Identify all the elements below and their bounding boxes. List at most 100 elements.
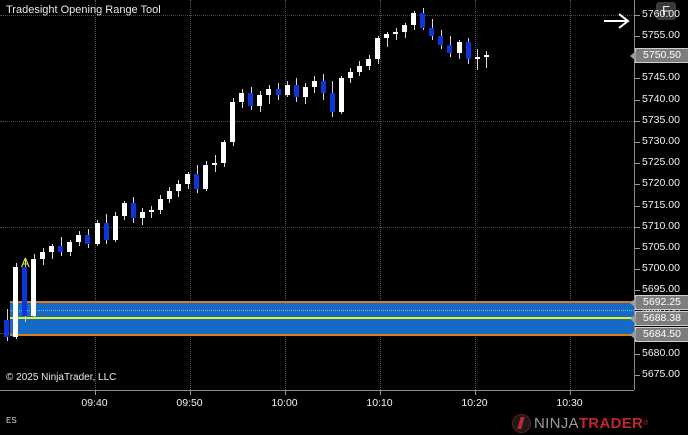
vertical-gridline	[569, 0, 571, 390]
candle-body-bearish	[420, 12, 426, 28]
candle-body-bearish	[130, 203, 136, 219]
candle-body-bullish	[366, 59, 371, 66]
candle-body-bullish	[230, 101, 236, 142]
candle-wick	[477, 48, 478, 70]
candle-body-bearish	[465, 42, 471, 60]
candle-body-bullish	[266, 89, 272, 96]
time-tick	[569, 391, 571, 395]
candle-body-bearish	[320, 80, 326, 94]
candle-wick	[486, 50, 487, 68]
candle-body-bullish	[221, 142, 227, 164]
price-tick	[635, 163, 640, 165]
logo-text-ninja: NINJA	[534, 414, 579, 432]
ninjatrader-mark-icon	[512, 413, 531, 433]
candle-wick	[215, 154, 216, 172]
price-axis[interactable]: F 5760.005755.005750.005745.005740.00573…	[630, 0, 688, 390]
price-marker-range-high: 5692.25	[630, 294, 688, 310]
opening-range-inner-dotted	[10, 310, 634, 312]
time-tick-label: 09:40	[81, 397, 108, 409]
candle-body-bearish	[329, 93, 335, 113]
price-tick	[635, 353, 640, 355]
fullscreen-button[interactable]: F	[656, 2, 676, 20]
candle-body-bullish	[338, 78, 344, 113]
candle-body-bullish	[76, 235, 82, 242]
price-tick	[635, 269, 640, 271]
candle-body-bullish	[31, 258, 37, 316]
candle-body-bullish	[284, 84, 290, 96]
price-tick	[635, 247, 640, 249]
price-tick	[635, 36, 640, 38]
candle-wick	[387, 31, 388, 47]
instrument-symbol: ES	[6, 416, 17, 425]
price-marker-range-mid: 5688.38	[630, 310, 688, 326]
price-tick-label: 5725.00	[642, 156, 680, 169]
price-tick-label: 5760.00	[642, 7, 680, 20]
candle-body-bullish	[148, 209, 154, 212]
vertical-gridline	[379, 0, 381, 390]
candle-wick	[396, 27, 397, 41]
price-tick-label: 5735.00	[642, 113, 680, 126]
vertical-gridline	[474, 0, 476, 390]
candle-body-bearish	[438, 36, 444, 45]
candle-body-bullish	[311, 80, 317, 87]
candle-body-bullish	[356, 65, 362, 73]
candle-body-bullish	[474, 57, 480, 60]
candle-body-bullish	[347, 72, 353, 79]
candle-body-bullish	[411, 12, 417, 26]
candle-body-bullish	[49, 245, 55, 253]
candle-body-bullish	[212, 163, 218, 166]
candle-body-bullish	[402, 25, 408, 32]
candle-body-bullish	[456, 42, 462, 53]
candle-body-bullish	[257, 95, 263, 106]
time-tick-label: 09:50	[176, 397, 203, 409]
candle-body-bearish	[85, 235, 91, 244]
price-tick	[635, 120, 640, 122]
time-tick-label: 10:10	[366, 397, 393, 409]
opening-range-mid-line	[10, 317, 634, 320]
horizontal-gridline	[0, 14, 634, 16]
copyright-text: © 2025 NinjaTrader, LLC	[6, 372, 117, 383]
candle-body-bullish	[203, 165, 209, 189]
chart-title: Tradesight Opening Range Tool	[6, 4, 161, 16]
price-tick	[635, 78, 640, 80]
price-tick-label: 5705.00	[642, 240, 680, 253]
price-tick-label: 5710.00	[642, 219, 680, 232]
time-tick	[474, 391, 476, 395]
candle-body-bearish	[22, 267, 28, 316]
candle-body-bullish	[40, 252, 46, 259]
vertical-gridline	[284, 0, 286, 390]
price-tick-label: 5730.00	[642, 135, 680, 147]
time-tick-label: 10:30	[556, 397, 583, 409]
candle-wick	[151, 205, 152, 219]
price-tick	[635, 142, 640, 143]
opening-range-low-line	[10, 333, 634, 336]
ninjatrader-logo: NINJA TRADER ®	[512, 413, 648, 433]
candle-body-bullish	[67, 241, 73, 253]
candle-body-bearish	[58, 245, 64, 253]
horizontal-gridline	[0, 120, 634, 122]
price-tick	[635, 99, 640, 101]
price-tick-label: 5715.00	[642, 198, 680, 211]
price-tick	[635, 184, 640, 186]
candle-body-bullish	[13, 267, 19, 337]
candle-body-bearish	[103, 222, 109, 240]
time-tick	[189, 391, 191, 395]
time-tick-label: 10:20	[461, 397, 488, 409]
candle-body-bullish	[393, 31, 399, 34]
chart-plot-area[interactable]: A Tradesight Opening Range Tool © 2025 N…	[0, 0, 634, 390]
candle-body-bullish	[94, 222, 100, 244]
opening-range-label-a: A	[21, 255, 30, 270]
candle-body-bearish	[447, 44, 453, 53]
price-tick-label: 5740.00	[642, 92, 680, 105]
price-tick-label: 5675.00	[642, 368, 680, 381]
candle-body-bullish	[157, 199, 163, 210]
time-tick	[94, 391, 96, 395]
candle-body-bullish	[112, 216, 118, 240]
vertical-gridline	[189, 0, 191, 390]
time-tick-label: 10:00	[271, 397, 298, 409]
horizontal-gridline	[0, 226, 634, 228]
vertical-gridline	[94, 0, 96, 390]
candle-body-bearish	[293, 84, 299, 98]
candle-body-bullish	[121, 203, 127, 217]
